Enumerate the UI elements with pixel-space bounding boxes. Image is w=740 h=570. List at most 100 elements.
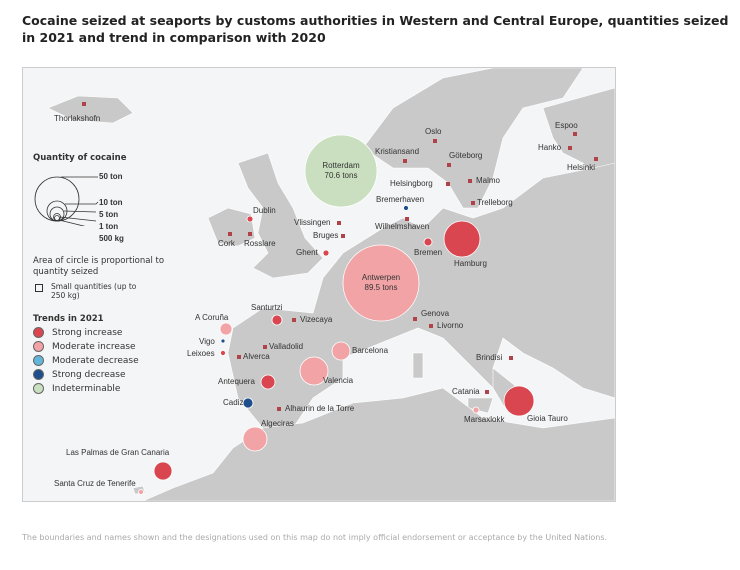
size-label: 500 kg bbox=[99, 234, 124, 243]
port-marker[interactable] bbox=[446, 182, 450, 186]
port-marker[interactable] bbox=[331, 341, 351, 361]
port-marker[interactable] bbox=[485, 390, 489, 394]
port-marker[interactable] bbox=[568, 146, 572, 150]
map-title: Cocaine seized at seaports by customs au… bbox=[22, 13, 729, 45]
port-label: Malmo bbox=[476, 176, 501, 185]
port-marker[interactable] bbox=[263, 345, 267, 349]
port-marker[interactable] bbox=[237, 355, 241, 359]
port-label: Bremen bbox=[414, 248, 443, 257]
port-marker[interactable] bbox=[292, 318, 296, 322]
port-marker[interactable] bbox=[433, 139, 437, 143]
port-marker[interactable] bbox=[260, 374, 276, 390]
port-marker[interactable] bbox=[573, 132, 577, 136]
port-marker[interactable] bbox=[443, 220, 481, 258]
port-marker[interactable] bbox=[228, 232, 232, 236]
port-label: Ghent bbox=[296, 248, 318, 257]
trend-label: Indeterminable bbox=[52, 383, 121, 394]
port-marker[interactable] bbox=[472, 406, 480, 414]
port-marker[interactable] bbox=[447, 163, 451, 167]
port-marker[interactable] bbox=[509, 356, 513, 360]
port-marker[interactable] bbox=[82, 102, 86, 106]
scandinavia bbox=[362, 68, 584, 209]
trend-swatch-icon bbox=[33, 341, 44, 352]
port-marker[interactable] bbox=[503, 385, 535, 417]
port-marker[interactable] bbox=[403, 159, 407, 163]
iceland bbox=[47, 95, 134, 124]
port-marker[interactable] bbox=[277, 407, 281, 411]
port-label: Espoo bbox=[555, 121, 578, 130]
trend-legend-item: Indeterminable bbox=[33, 383, 183, 394]
port-marker[interactable] bbox=[248, 232, 252, 236]
port-marker[interactable] bbox=[423, 237, 433, 247]
port-marker[interactable] bbox=[220, 350, 226, 356]
port-name: Antwerpen bbox=[361, 273, 401, 282]
port-marker[interactable] bbox=[153, 461, 173, 481]
port-label: Göteborg bbox=[449, 151, 483, 160]
port-quantity: 70.6 tons bbox=[324, 171, 358, 180]
port-marker[interactable] bbox=[219, 322, 233, 336]
port-quantity: 89.5 tons bbox=[364, 283, 398, 292]
port-label: Brindisi bbox=[476, 353, 503, 362]
port-marker[interactable] bbox=[429, 324, 433, 328]
north-africa bbox=[142, 387, 615, 501]
port-label: Trelleborg bbox=[477, 198, 513, 207]
trend-label: Moderate increase bbox=[52, 341, 136, 352]
port-label: Barcelona bbox=[352, 346, 389, 355]
port-marker[interactable] bbox=[341, 234, 345, 238]
port-marker[interactable] bbox=[242, 426, 268, 452]
port-label: Bruges bbox=[313, 231, 339, 240]
trend-legend-item: Strong decrease bbox=[33, 369, 183, 380]
port-label: Cadiz bbox=[223, 398, 244, 407]
port-label: Rosslare bbox=[244, 239, 276, 248]
port-marker[interactable] bbox=[594, 157, 598, 161]
port-label: Helsinki bbox=[567, 163, 596, 172]
port-marker[interactable] bbox=[405, 217, 409, 221]
port-label: Vlissingen bbox=[294, 218, 331, 227]
size-legend: 50 ton 10 ton 5 ton 1 ton 500 kg bbox=[33, 166, 153, 243]
trend-legend-item: Strong increase bbox=[33, 327, 183, 338]
trend-swatch-icon bbox=[33, 369, 44, 380]
port-marker[interactable] bbox=[342, 244, 420, 322]
port-label: Catania bbox=[452, 387, 480, 396]
port-marker[interactable] bbox=[322, 249, 330, 257]
port-marker[interactable] bbox=[299, 356, 329, 386]
port-marker[interactable] bbox=[271, 314, 283, 326]
trend-swatch-icon bbox=[33, 327, 44, 338]
port-marker[interactable] bbox=[471, 201, 475, 205]
trend-legend: Strong increase Moderate increase Moderate… bbox=[33, 327, 183, 394]
map-legend: Quantity of cocaine 50 ton 10 ton 5 ton … bbox=[33, 153, 183, 397]
port-marker[interactable] bbox=[246, 215, 254, 223]
port-marker[interactable] bbox=[337, 221, 341, 225]
port-label: Genova bbox=[421, 309, 450, 318]
port-label: Hamburg bbox=[454, 259, 487, 268]
port-label: Algeciras bbox=[261, 419, 294, 428]
port-label: Antequera bbox=[218, 377, 255, 386]
port-marker[interactable] bbox=[138, 489, 144, 495]
disclaimer: The boundaries and names shown and the d… bbox=[22, 533, 608, 542]
trend-swatch-icon bbox=[33, 383, 44, 394]
port-label: Wilhelmshaven bbox=[375, 222, 430, 231]
port-label: Vizecaya bbox=[300, 315, 333, 324]
size-label: 50 ton bbox=[99, 172, 123, 181]
legend-trends-title: Trends in 2021 bbox=[33, 314, 104, 324]
port-label: Marsaxlokk bbox=[464, 415, 505, 424]
port-label: Oslo bbox=[425, 127, 442, 136]
port-marker[interactable] bbox=[242, 397, 254, 409]
small-note-text: Small quantities (up to 250 kg) bbox=[51, 282, 137, 300]
port-label: Helsingborg bbox=[390, 179, 433, 188]
port-label: Alverca bbox=[243, 352, 270, 361]
port-name: Rotterdam bbox=[322, 161, 360, 170]
port-marker[interactable] bbox=[468, 179, 472, 183]
port-label: Rotterdam 70.6 tons bbox=[316, 161, 366, 181]
size-circles bbox=[34, 176, 99, 226]
trend-swatch-icon bbox=[33, 355, 44, 366]
port-marker[interactable] bbox=[304, 134, 378, 208]
trend-label: Strong decrease bbox=[52, 369, 126, 380]
port-label: Hanko bbox=[538, 143, 562, 152]
port-marker[interactable] bbox=[220, 338, 226, 344]
small-square-icon bbox=[35, 284, 43, 292]
ireland bbox=[207, 207, 256, 247]
port-marker[interactable] bbox=[413, 317, 417, 321]
port-label: Santurtzi bbox=[251, 303, 283, 312]
port-marker[interactable] bbox=[403, 205, 409, 211]
